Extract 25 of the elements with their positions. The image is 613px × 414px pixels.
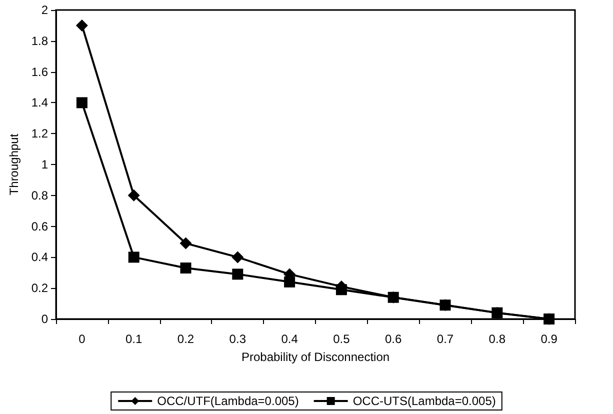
y-tick-label: 0.6 — [31, 219, 48, 234]
x-tick-label: 0.3 — [229, 332, 246, 346]
y-tick-label: 1.8 — [31, 34, 48, 48]
y-tick-label: 1.6 — [31, 64, 48, 79]
x-tick-label: 0.5 — [333, 332, 350, 346]
x-tick-label: 0 — [78, 332, 86, 346]
x-tick-label: 0.9 — [540, 332, 558, 346]
y-tick-label: 0.2 — [31, 281, 48, 296]
x-tick-label: 0.8 — [488, 332, 506, 346]
y-tick-label: 2 — [41, 3, 48, 17]
x-tick-label: 0.1 — [126, 332, 143, 346]
y-tick-label: 0 — [41, 312, 48, 326]
x-axis-title: Probability of Disconnection — [241, 350, 390, 364]
y-axis-title: Throughput — [7, 133, 21, 196]
x-tick-label: 0.4 — [281, 332, 298, 346]
y-tick-label: 1.4 — [31, 96, 48, 110]
y-tick-label: 0.4 — [31, 250, 48, 264]
y-tick-label: 0.8 — [31, 188, 48, 202]
legend-label: OCC/UTF(Lambda=0.005) — [157, 394, 299, 408]
legend-label: OCC-UTS(Lambda=0.005) — [352, 394, 496, 408]
x-tick-label: 0.2 — [177, 332, 194, 346]
y-tick-label: 1.2 — [31, 126, 48, 141]
x-tick-label: 0.7 — [436, 332, 454, 346]
x-tick-label: 0.6 — [385, 332, 402, 346]
y-tick-label: 1 — [41, 158, 48, 172]
